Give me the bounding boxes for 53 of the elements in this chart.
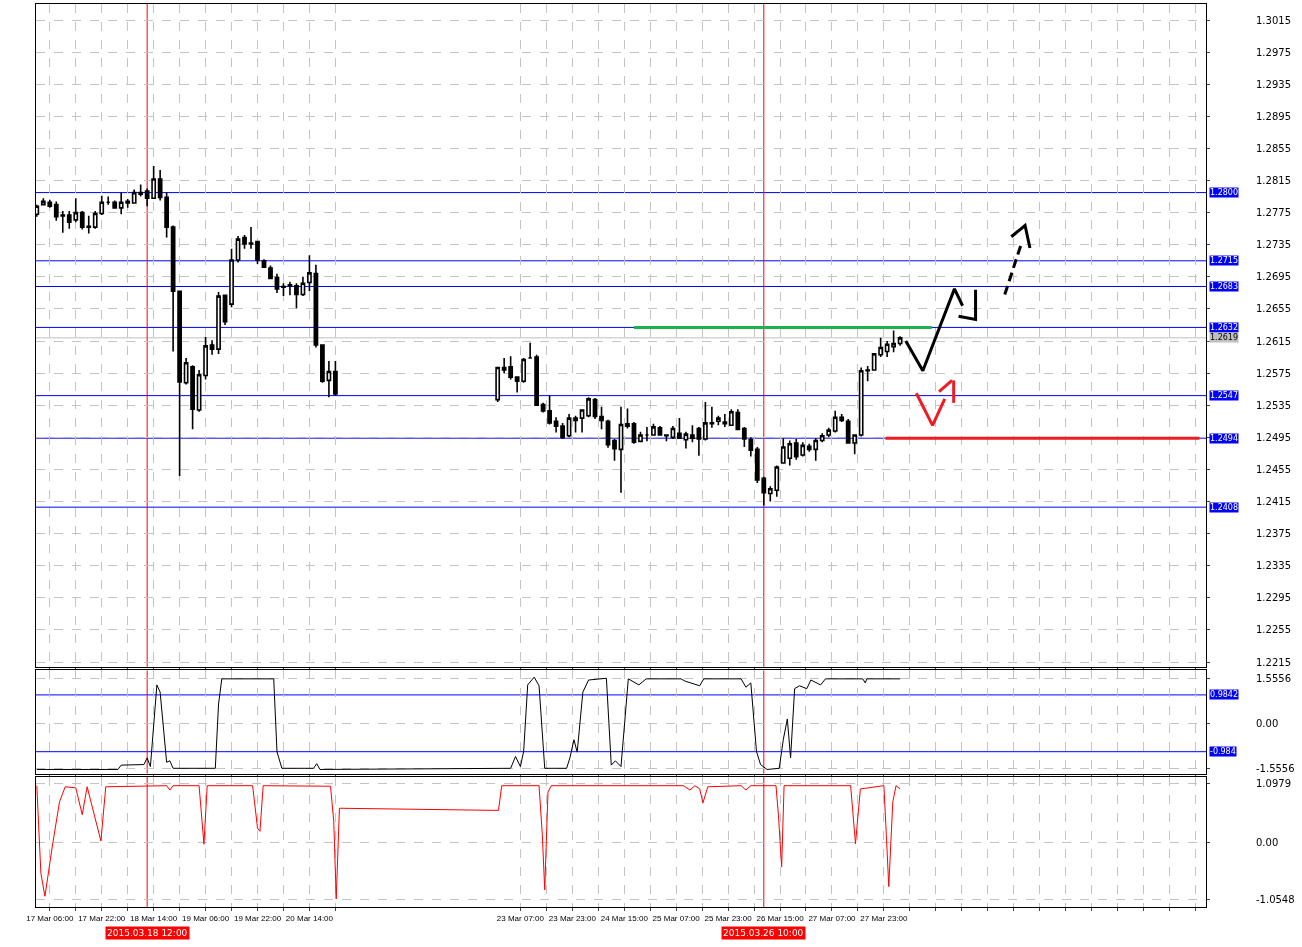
ref-line-label: 2015.03.18 12:00 (107, 928, 188, 938)
x-tick-label: 26 Mar 15:00 (756, 913, 805, 923)
y-tick-label: 1.2815 (1256, 175, 1291, 187)
x-tick-label: 19 Mar 22:00 (233, 913, 282, 923)
ref-line-label: 1.2800 (1210, 188, 1238, 197)
y-tick-label: 1.2575 (1256, 367, 1291, 379)
y-tick-label: 1.2975 (1256, 46, 1291, 58)
x-tick-label: 23 Mar 23:00 (548, 913, 597, 923)
x-tick-label: 17 Mar 06:00 (26, 913, 74, 923)
y-tick-label: 1.2255 (1256, 624, 1291, 636)
y-tick-label: 1.2535 (1256, 399, 1291, 411)
ref-line-label: 2015.03.26 10:00 (723, 928, 804, 938)
ref-line-label: 1.2408 (1210, 503, 1238, 512)
ref-line-label: 1.2715 (1210, 256, 1238, 265)
y-tick-label: 1.2895 (1256, 110, 1291, 122)
y-tick-label: 1.2935 (1256, 78, 1291, 90)
ref-line-label: 1.2619 (1210, 333, 1238, 342)
y-tick-label: 1.5556 (1256, 672, 1291, 684)
ref-line-label: 1.2494 (1210, 434, 1238, 443)
y-tick-label: 1.2415 (1256, 496, 1291, 508)
y-tick-label: 1.2655 (1256, 303, 1291, 315)
x-tick-label: 20 Mar 14:00 (285, 913, 334, 923)
y-tick-label: 1.0979 (1256, 778, 1291, 790)
y-tick-label: 1.2455 (1256, 463, 1291, 475)
y-tick-label: 1.3015 (1256, 14, 1291, 26)
y-tick-label: 1.2735 (1256, 239, 1291, 251)
x-tick-label: 25 Mar 07:00 (652, 913, 701, 923)
y-tick-label: 1.2495 (1256, 431, 1291, 443)
ref-line-label: 1.2632 (1210, 323, 1238, 332)
y-tick-label: -1.0548 (1256, 893, 1295, 905)
ref-line-label: 1.2547 (1210, 391, 1238, 400)
y-tick-label: 1.2375 (1256, 528, 1291, 540)
x-tick-label: 18 Mar 14:00 (130, 913, 178, 923)
y-tick-label: 0.00 (1256, 717, 1279, 729)
ref-line-label: -0.984 (1210, 747, 1236, 756)
y-tick-label: -1.5556 (1256, 762, 1295, 774)
y-tick-label: 1.2855 (1256, 142, 1291, 154)
x-tick-label: 25 Mar 23:00 (704, 913, 753, 923)
y-tick-label: 0.00 (1256, 837, 1279, 849)
y-tick-label: 1.2335 (1256, 560, 1291, 572)
ref-line-label: 0.9842 (1210, 690, 1238, 699)
y-tick-label: 1.2215 (1256, 656, 1291, 668)
x-tick-label: 23 Mar 07:00 (496, 913, 545, 923)
y-tick-label: 1.2695 (1256, 271, 1291, 283)
x-tick-label: 19 Mar 06:00 (182, 913, 230, 923)
x-tick-label: 27 Mar 23:00 (860, 913, 908, 923)
y-tick-label: 1.2295 (1256, 592, 1291, 604)
y-tick-label: 1.2775 (1256, 207, 1291, 219)
y-tick-label: 1.2615 (1256, 335, 1291, 347)
x-tick-label: 24 Mar 15:00 (600, 913, 649, 923)
ref-line-label: 1.2683 (1210, 282, 1238, 291)
x-tick-label: 17 Mar 22:00 (78, 913, 126, 923)
x-tick-label: 27 Mar 07:00 (808, 913, 857, 923)
